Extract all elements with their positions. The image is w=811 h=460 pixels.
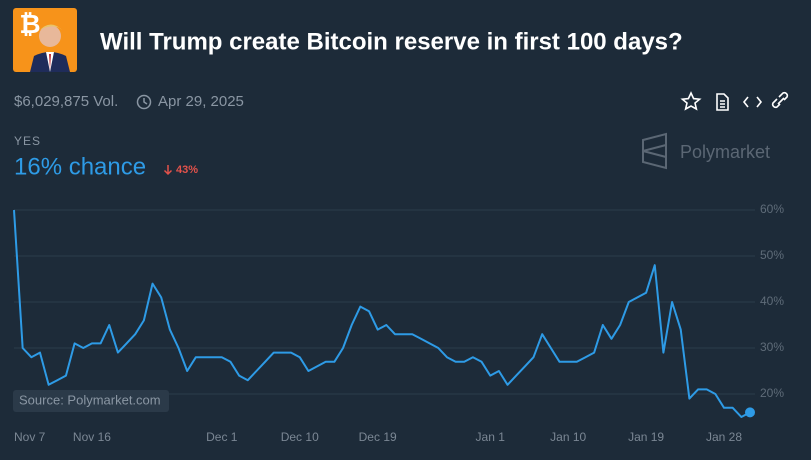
svg-text:₿: ₿	[19, 9, 40, 39]
y-tick-label: 50%	[760, 248, 784, 262]
x-tick-label: Jan 19	[628, 430, 664, 444]
end-date: Apr 29, 2025	[158, 93, 244, 110]
y-tick-label: 40%	[760, 294, 784, 308]
y-tick-label: 30%	[760, 340, 784, 354]
favorite-button[interactable]	[680, 91, 702, 111]
last-point	[745, 407, 755, 418]
change: 43%	[176, 164, 198, 176]
y-tick-label: 60%	[760, 202, 784, 216]
plot: 20% 30% 40% 50% 60% Nov 7 Nov 16 Dec 1 Dec 10 Dec…	[13, 202, 784, 444]
embed-button[interactable]	[742, 96, 763, 108]
action-icons	[680, 91, 789, 111]
x-tick-label: Nov 7	[14, 430, 46, 444]
x-tick-label: Jan 1	[476, 430, 506, 444]
market-icon: ₿	[13, 8, 77, 72]
outcome-name: YES	[14, 134, 41, 148]
brand-logo	[642, 132, 667, 170]
y-tick-label: 20%	[760, 386, 784, 400]
document-button[interactable]	[716, 93, 729, 111]
chance: 16% chance	[14, 153, 146, 180]
clock-icon	[136, 94, 152, 110]
x-tick-label: Dec 10	[281, 430, 319, 444]
x-tick-label: Dec 19	[359, 430, 397, 444]
price-line	[13, 209, 751, 418]
x-tick-label: Dec 1	[206, 430, 238, 444]
brand-name: Polymarket	[680, 142, 770, 162]
x-tick-label: Jan 10	[550, 430, 586, 444]
source: Source: Polymarket.com	[19, 392, 161, 407]
market-title: Will Trump create Bitcoin reserve in fir…	[100, 28, 683, 55]
volume: $6,029,875 Vol.	[14, 93, 118, 110]
x-tick-label: Jan 28	[706, 430, 742, 444]
link-button[interactable]	[771, 91, 789, 109]
down-arrow	[163, 165, 173, 176]
x-tick-label: Nov 16	[73, 430, 111, 444]
source-badge	[13, 390, 169, 412]
